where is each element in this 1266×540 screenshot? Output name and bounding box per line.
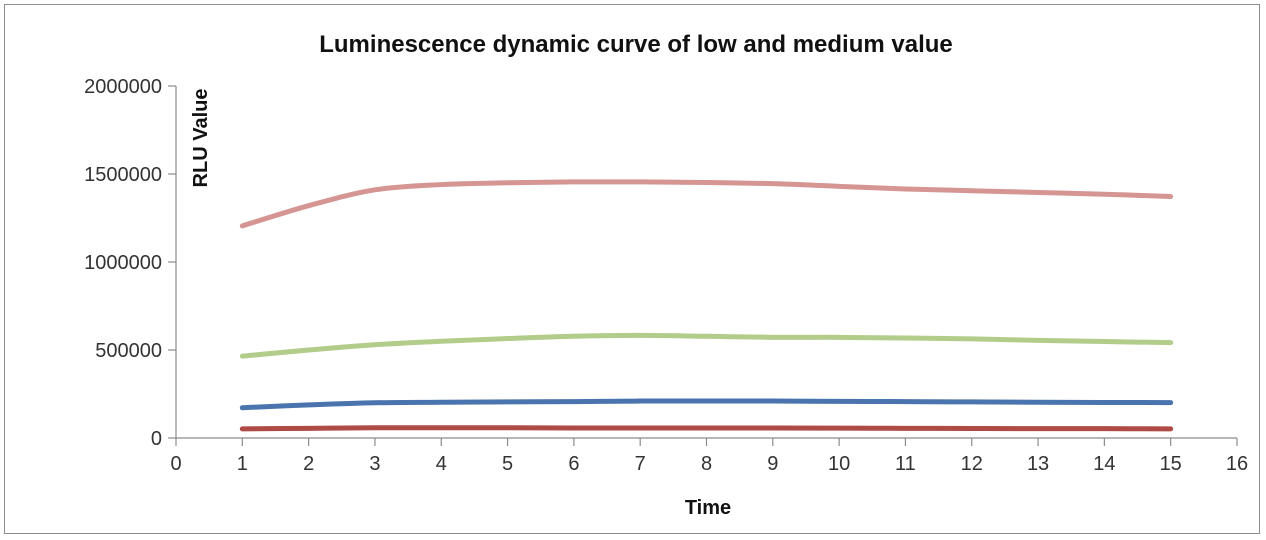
x-tick-label: 1 (237, 453, 248, 475)
x-tick-label: 9 (767, 453, 778, 475)
x-tick-label: 14 (1093, 453, 1115, 475)
x-tick-label: 2 (303, 453, 314, 475)
x-tick-label: 5 (502, 453, 513, 475)
y-tick-label: 1000000 (84, 252, 162, 274)
x-tick-label: 15 (1160, 453, 1182, 475)
chart-frame (4, 4, 1260, 534)
x-tick-label: 4 (436, 453, 447, 475)
x-tick-label: 6 (568, 453, 579, 475)
x-tick-label: 8 (701, 453, 712, 475)
series-lines (239, 179, 1174, 432)
x-tick-label: 12 (961, 453, 983, 475)
x-tick-label: 0 (170, 453, 181, 475)
series-line-1 (239, 179, 1174, 229)
y-tick-label: 500000 (95, 340, 162, 362)
x-axis-ticks: 0 1 2 3 4 5 6 7 8 9 10 11 12 13 14 15 16 (170, 438, 1248, 475)
series-line-2 (239, 332, 1174, 359)
x-tick-label: 11 (895, 453, 916, 475)
x-tick-label: 3 (369, 453, 380, 475)
y-tick-label: 0 (151, 428, 162, 450)
y-axis-ticks: 0 500000 1000000 1500000 2000000 (84, 76, 176, 450)
y-axis-title: RLU Value (190, 89, 212, 188)
series-line-4 (239, 425, 1174, 432)
series-line-3 (239, 398, 1174, 411)
x-axis-title: Time (685, 497, 731, 519)
y-tick-label: 1500000 (84, 164, 162, 186)
chart-title: Luminescence dynamic curve of low and me… (319, 31, 953, 58)
x-tick-label: 10 (828, 453, 850, 475)
y-tick-label: 2000000 (84, 76, 162, 98)
x-tick-label: 13 (1027, 453, 1049, 475)
x-tick-label: 7 (635, 453, 646, 475)
x-tick-label: 16 (1226, 453, 1248, 475)
